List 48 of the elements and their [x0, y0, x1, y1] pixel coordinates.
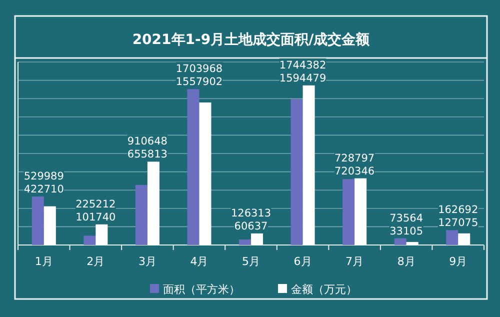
data-label: 126313 [230, 207, 272, 220]
x-tick-label: 7月 [346, 255, 364, 268]
bar [394, 238, 406, 245]
bar [187, 89, 200, 245]
data-label: 1744382 [279, 59, 326, 72]
bar [342, 179, 355, 245]
x-tick-label: 8月 [397, 255, 416, 268]
x-tick-label: 9月 [449, 255, 468, 268]
data-label: 529989 [24, 170, 64, 183]
x-tick-label: 5月 [242, 255, 260, 268]
bar [239, 239, 251, 245]
bar [290, 99, 303, 245]
data-label: 1594479 [279, 72, 326, 84]
data-label: 728797 [334, 152, 375, 164]
bar [96, 224, 108, 245]
data-label: 162692 [438, 204, 478, 216]
data-label: 1557902 [176, 76, 223, 88]
bar [302, 85, 315, 245]
data-label: 910648 [127, 136, 168, 148]
bar [446, 230, 458, 245]
data-label: 101740 [76, 211, 116, 224]
bar [147, 162, 160, 245]
data-label: 127075 [438, 217, 478, 230]
x-tick-label: 4月 [190, 255, 208, 268]
bar [251, 233, 263, 245]
data-label: 33105 [390, 225, 424, 238]
bar [44, 206, 56, 245]
data-label: 1703968 [176, 63, 223, 76]
bar [32, 196, 44, 245]
bar [406, 242, 418, 245]
bar [458, 233, 470, 245]
x-tick-label: 6月 [294, 255, 312, 268]
data-label: 225212 [76, 198, 116, 210]
x-tick-label: 1月 [34, 255, 53, 268]
data-label: 720346 [334, 165, 375, 178]
legend-label: 金额（万元） [291, 283, 357, 296]
bar [84, 236, 96, 245]
bar [199, 102, 212, 245]
x-tick-label: 3月 [138, 255, 156, 268]
bar [354, 178, 367, 245]
bar [135, 184, 148, 245]
legend-label: 面积（平方米） [163, 283, 240, 296]
x-tick-label: 2月 [86, 255, 105, 268]
data-label: 422710 [24, 184, 64, 196]
data-label: 73564 [390, 212, 424, 224]
data-label: 655813 [127, 148, 168, 161]
data-label: 60637 [234, 220, 268, 232]
chart-title: 2021年1-9月土地成交面积/成交金额 [132, 31, 371, 48]
